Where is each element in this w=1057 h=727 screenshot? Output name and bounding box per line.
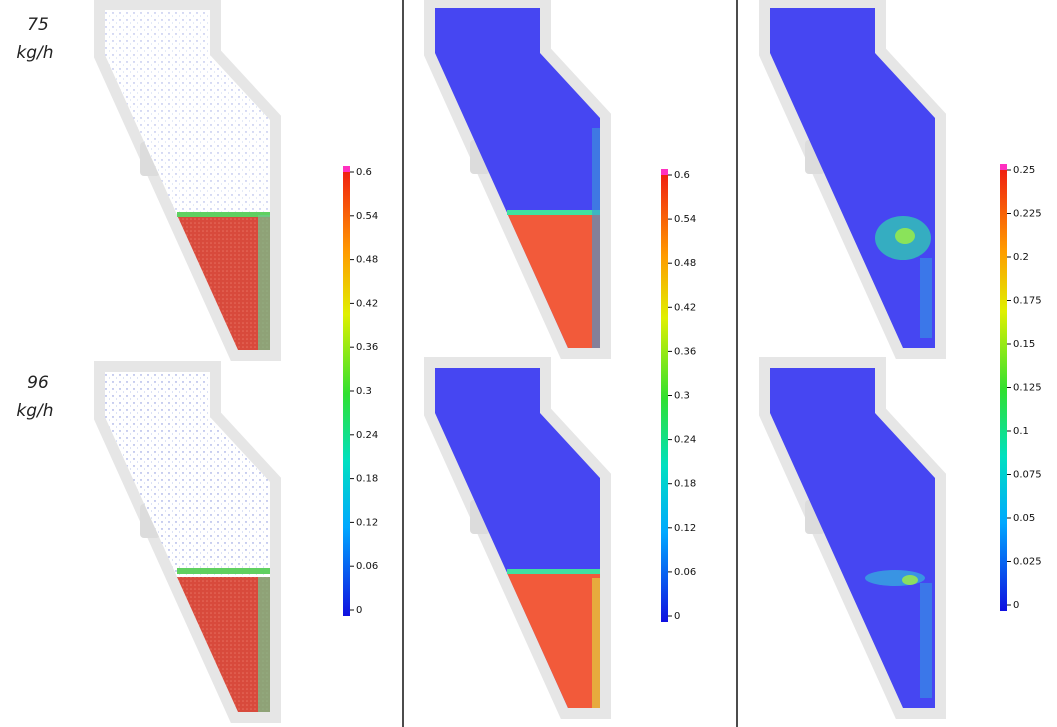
colorbar-cap: [343, 166, 350, 172]
colorbar-cap: [661, 169, 668, 175]
tick-label: 0.06: [356, 561, 378, 572]
tick-label: 0.05: [1013, 513, 1035, 524]
tick-label: 0.6: [356, 167, 372, 178]
tick-label: 0.54: [674, 214, 696, 225]
tick-label: 0.36: [356, 342, 378, 353]
fraction-view: [435, 8, 600, 348]
tick-label: 0.48: [356, 255, 378, 266]
velocity-view: [770, 368, 935, 708]
tick-label: 0.175: [1013, 296, 1042, 307]
row-label: 96: [27, 373, 49, 393]
tick-label: 0.2: [1013, 252, 1029, 263]
tick-label: 0.36: [674, 346, 696, 357]
tick-label: 0: [1013, 600, 1019, 611]
tick-label: 0: [674, 611, 680, 622]
colorbar: [343, 172, 350, 616]
tick-label: 0.225: [1013, 209, 1042, 220]
tick-label: 0.48: [674, 258, 696, 269]
tick-label: 0.42: [356, 298, 378, 309]
tick-label: 0.12: [356, 517, 378, 528]
tick-label: 0.06: [674, 567, 696, 578]
tick-label: 0.25: [1013, 165, 1035, 176]
row-label-unit: kg/h: [16, 43, 53, 63]
row-label: 75: [27, 15, 49, 35]
tick-label: 0.025: [1013, 557, 1042, 568]
tick-label: 0.12: [674, 523, 696, 534]
tick-label: 0.42: [674, 302, 696, 313]
colorbar: [1000, 170, 1007, 611]
tick-label: 0.18: [674, 479, 696, 490]
tick-label: 0.24: [356, 430, 378, 441]
tick-label: 0.075: [1013, 470, 1042, 481]
tick-label: 0.24: [674, 435, 696, 446]
fraction-view: [435, 368, 600, 708]
particle-view: [105, 10, 270, 350]
tick-label: 0.6: [674, 170, 690, 181]
figure: 75 kg/h 96 kg/h 0 0.06 0.12 0.18 0.24 0.3 0.36…: [0, 0, 1057, 727]
tick-label: 0.3: [674, 391, 690, 402]
colorbar: [661, 175, 668, 622]
tick-label: 0.18: [356, 474, 378, 485]
tick-label: 0.125: [1013, 383, 1042, 394]
tick-label: 0.54: [356, 211, 378, 222]
tick-label: 0: [356, 605, 362, 616]
tick-label: 0.3: [356, 386, 372, 397]
row-label-unit: kg/h: [16, 401, 53, 421]
tick-label: 0.15: [1013, 339, 1035, 350]
tick-label: 0.1: [1013, 426, 1029, 437]
velocity-view: [770, 8, 935, 348]
particle-view: [105, 372, 270, 712]
colorbar-cap: [1000, 164, 1007, 170]
